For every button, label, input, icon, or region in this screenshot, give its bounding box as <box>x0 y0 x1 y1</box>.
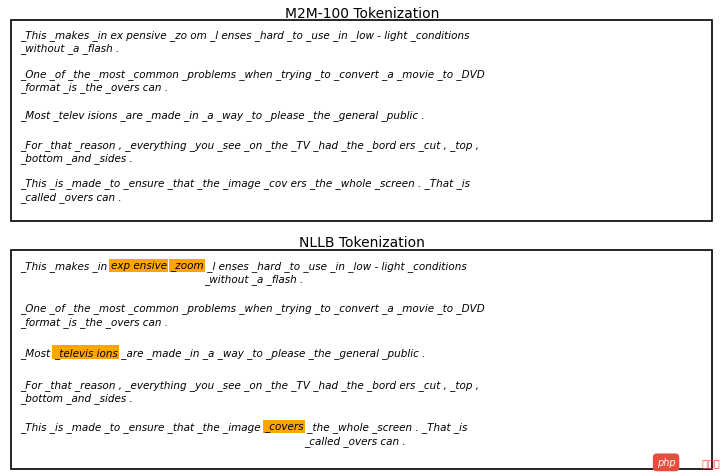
Text: _One _of _the _most _common _problems _when _trying _to _convert _a _movie _to _: _One _of _the _most _common _problems _w… <box>20 303 485 327</box>
FancyBboxPatch shape <box>11 251 712 468</box>
Text: _One _of _the _most _common _problems _when _trying _to _convert _a _movie _to _: _One _of _the _most _common _problems _w… <box>20 69 485 93</box>
Text: _Most _telev isions _are _made _in _a _way _to _please _the _general _public .: _Most _telev isions _are _made _in _a _w… <box>20 109 425 120</box>
Text: _the _whole _screen . _That _is
_called _overs can .: _the _whole _screen . _That _is _called … <box>303 422 467 446</box>
Text: _This _makes _in: _This _makes _in <box>20 261 111 271</box>
Text: _l enses _hard _to _use _in _low - light _conditions
_without _a _flash .: _l enses _hard _to _use _in _low - light… <box>203 261 466 285</box>
Text: _are _made _in _a _way _to _please _the _general _public .: _are _made _in _a _way _to _please _the … <box>117 347 425 358</box>
Text: _This _makes _in ex pensive _zo om _l enses _hard _to _use _in _low - light _con: _This _makes _in ex pensive _zo om _l en… <box>20 30 470 54</box>
Text: php: php <box>657 457 675 467</box>
Text: _covers: _covers <box>264 422 303 432</box>
Text: M2M-100 Tokenization: M2M-100 Tokenization <box>285 7 439 21</box>
Text: NLLB Tokenization: NLLB Tokenization <box>299 236 425 250</box>
Text: _This _is _made _to _ensure _that _the _image: _This _is _made _to _ensure _that _the _… <box>20 422 264 432</box>
Text: _televis ions: _televis ions <box>54 347 117 358</box>
Text: _For _that _reason , _everything _you _see _on _the _TV _had _the _bord ers _cut: _For _that _reason , _everything _you _s… <box>20 139 479 164</box>
Text: _Most: _Most <box>20 347 54 358</box>
Text: _zoom: _zoom <box>170 261 203 271</box>
Text: _For _that _reason , _everything _you _see _on _the _TV _had _the _bord ers _cut: _For _that _reason , _everything _you _s… <box>20 379 479 404</box>
FancyBboxPatch shape <box>11 20 712 222</box>
Text: exp ensive: exp ensive <box>111 261 167 271</box>
Text: 中文网: 中文网 <box>699 457 720 467</box>
Text: _This _is _made _to _ensure _that _the _image _cov ers _the _whole _screen . _Th: _This _is _made _to _ensure _that _the _… <box>20 178 471 202</box>
